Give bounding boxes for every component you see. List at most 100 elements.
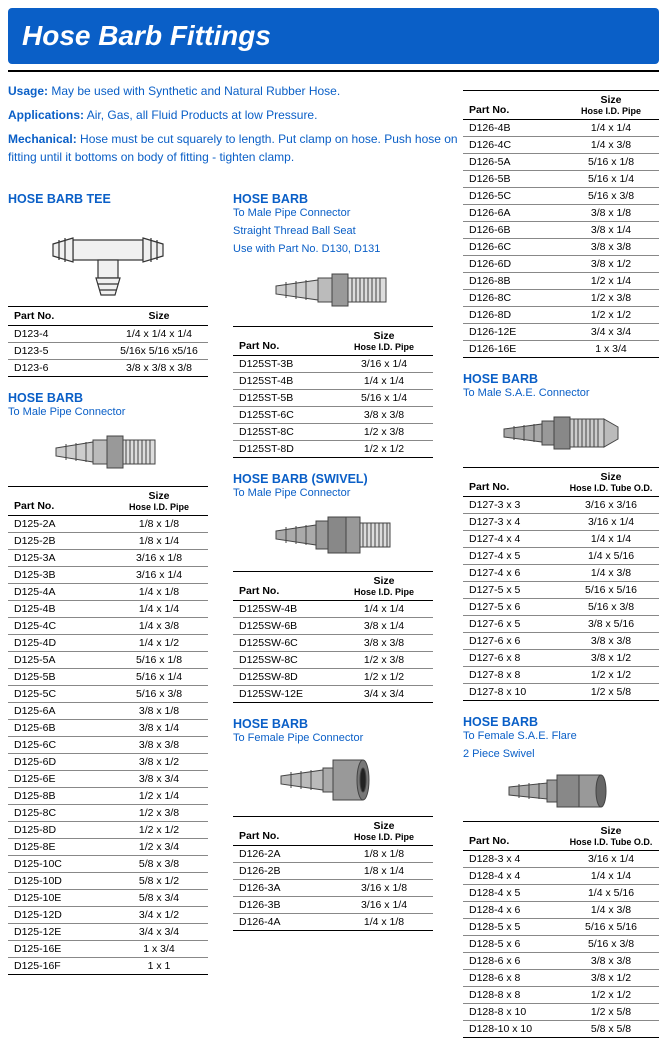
cell-partno: D127-4 x 4 [463,530,561,547]
table-row: D127-5 x 55/16 x 5/16 [463,581,659,598]
swivel-figure [233,505,433,565]
cell-partno: D125-3A [8,549,108,566]
th-size: Size Hose I.D. Pipe [561,91,659,120]
femalepipe-figure [233,750,433,810]
column-2: HOSE BARB To Male Pipe Connector Straigh… [233,178,433,931]
cell-partno: D126-12E [463,324,561,341]
table-row: D127-3 x 33/16 x 3/16 [463,496,659,513]
table-row: D128-3 x 43/16 x 1/4 [463,851,659,868]
table-row: D126-5C5/16 x 3/8 [463,188,659,205]
cell-size: 1/4 x 1/4 x 1/4 [108,326,208,343]
table-row: D126-8D1/2 x 1/2 [463,307,659,324]
table-row: D125-8D1/2 x 1/2 [8,821,208,838]
cell-size: 3/16 x 1/4 [561,851,659,868]
table-row: D125SW-6B3/8 x 1/4 [233,618,433,635]
femalepipe-table: Part No. Size Hose I.D. Pipe D126-2A1/8 … [233,816,433,931]
table-row: D125-6B3/8 x 1/4 [8,719,208,736]
malest-sub3: Use with Part No. D130, D131 [233,243,433,257]
cell-partno: D125-10C [8,855,108,872]
table-row: D126-2A1/8 x 1/8 [233,845,433,862]
cell-size: 3/16 x 1/4 [561,513,659,530]
cell-partno: D126-2A [233,845,333,862]
cell-partno: D125SW-8D [233,669,333,686]
th-size-label: Size [600,825,621,837]
cell-size: 3/8 x 3/8 [333,407,433,424]
table-row: D126-3B3/16 x 1/4 [233,896,433,913]
cell-size: 3/8 x 1/2 [561,970,659,987]
table-row: D127-6 x 83/8 x 1/2 [463,649,659,666]
cell-partno: D127-6 x 8 [463,649,561,666]
table-row: D127-4 x 41/4 x 1/4 [463,530,659,547]
cell-partno: D125ST-8C [233,424,333,441]
cell-partno: D125-6A [8,702,108,719]
cell-partno: D125-5B [8,668,108,685]
th-size-label: Size [373,330,394,342]
cell-partno: D126-6A [463,205,561,222]
th-size-sub: Hose I.D. Tube O.D. [567,483,655,493]
cell-partno: D125SW-6C [233,635,333,652]
cell-size: 1/2 x 1/2 [333,441,433,458]
cell-size: 1/4 x 3/8 [561,137,659,154]
cell-size: 3/4 x 3/4 [108,923,208,940]
cell-size: 1/4 x 5/16 [561,885,659,902]
cell-size: 1/2 x 3/8 [561,290,659,307]
th-partno: Part No. [233,327,333,356]
table-row: D125ST-8C1/2 x 3/8 [233,424,433,441]
th-size-sub: Hose I.D. Pipe [339,832,429,842]
cell-partno: D125-6E [8,770,108,787]
table-row: D125-4D1/4 x 1/2 [8,634,208,651]
table-row: D123-55/16x 5/16 x5/16 [8,343,208,360]
table-row: D125ST-5B5/16 x 1/4 [233,390,433,407]
cell-size: 5/8 x 3/4 [108,889,208,906]
cell-size: 3/8 x 3/8 [561,632,659,649]
cell-size: 1/8 x 1/4 [108,532,208,549]
tee-figure [8,210,208,300]
table-row: D125-10D5/8 x 1/2 [8,872,208,889]
cell-size: 1/2 x 5/8 [561,1004,659,1021]
cell-partno: D126-8B [463,273,561,290]
cell-partno: D125-8D [8,821,108,838]
table-row: D127-4 x 61/4 x 3/8 [463,564,659,581]
cell-partno: D125-3B [8,566,108,583]
cell-partno: D127-4 x 6 [463,564,561,581]
cell-partno: D128-4 x 6 [463,902,561,919]
cell-partno: D125-2A [8,515,108,532]
cell-size: 5/16 x 3/8 [108,685,208,702]
table-row: D125-6A3/8 x 1/8 [8,702,208,719]
malest-sub2: Straight Thread Ball Seat [233,225,433,239]
cell-partno: D126-4B [463,120,561,137]
table-row: D125-6C3/8 x 3/8 [8,736,208,753]
th-size: Size Hose I.D. Pipe [333,572,433,601]
th-partno: Part No. [463,91,561,120]
cell-partno: D125-4B [8,600,108,617]
table-row: D125-10E5/8 x 3/4 [8,889,208,906]
table-row: D125-8C1/2 x 3/8 [8,804,208,821]
cell-partno: D127-8 x 10 [463,683,561,700]
th-partno: Part No. [233,572,333,601]
cell-size: 3/4 x 3/4 [561,324,659,341]
cell-partno: D125-5C [8,685,108,702]
table-row: D125-5B5/16 x 1/4 [8,668,208,685]
table-row: D127-3 x 43/16 x 1/4 [463,513,659,530]
saemale-table: Part No. Size Hose I.D. Tube O.D. D127-3… [463,467,659,701]
th-size-label: Size [148,490,169,502]
cell-partno: D126-8D [463,307,561,324]
cell-size: 3/8 x 5/16 [561,615,659,632]
cell-partno: D128-5 x 5 [463,919,561,936]
table-row: D128-5 x 55/16 x 5/16 [463,919,659,936]
th-size-sub: Hose I.D. Pipe [339,587,429,597]
cell-size: 1/4 x 1/4 [561,530,659,547]
cell-partno: D128-8 x 8 [463,987,561,1004]
table-row: D126-6D3/8 x 1/2 [463,256,659,273]
th-size-label: Size [373,575,394,587]
cell-partno: D126-3A [233,879,333,896]
cell-size: 1/4 x 1/4 [561,120,659,137]
cell-partno: D128-8 x 10 [463,1004,561,1021]
table-row: D125-2A1/8 x 1/8 [8,515,208,532]
table-row: D125-5C5/16 x 3/8 [8,685,208,702]
column-3: Part No. Size Hose I.D. Pipe D126-4B1/4 … [463,88,659,1038]
cell-partno: D127-5 x 6 [463,598,561,615]
cell-size: 5/16x 5/16 x5/16 [108,343,208,360]
cell-size: 1/4 x 1/4 [333,373,433,390]
table-row: D125-4A1/4 x 1/8 [8,583,208,600]
